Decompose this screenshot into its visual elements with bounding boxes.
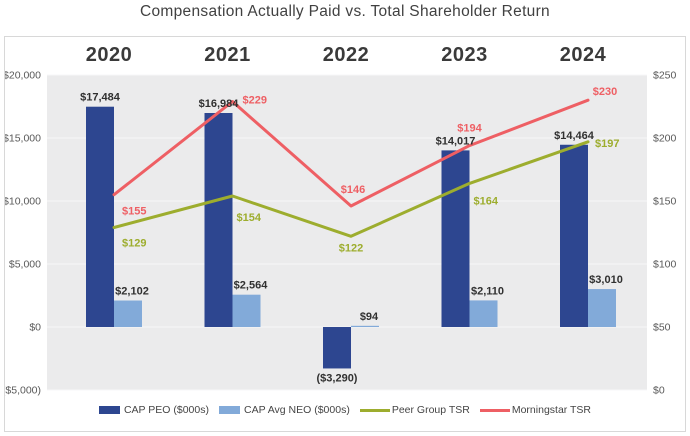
legend-label-cap-peo: CAP PEO ($000s): [123, 404, 209, 416]
tsr-line-peer-group: [112, 140, 590, 238]
axis-tick-right: $50: [653, 322, 671, 334]
bar-value-label: $16,984: [199, 98, 240, 110]
chart-svg: $20,000 $250 $15,000 $200 $10,000 $150 $5,000 $…: [5, 44, 677, 397]
axis-tick-right: $100: [653, 259, 677, 271]
bar-cap-avg-neo-2024: [588, 289, 616, 327]
tsr-point-label: $122: [339, 242, 363, 254]
legend-item-cap-avg-neo: CAP Avg NEO ($000s): [218, 404, 350, 416]
axis-tick-right: $200: [653, 133, 677, 145]
legend-swatch-cap-peo-bar: [98, 406, 120, 414]
bar-value-label: $94: [360, 311, 379, 323]
tsr-line-morningstar: [112, 98, 590, 208]
legend-label-morningstar-tsr: Morningstar TSR: [511, 404, 592, 416]
tsr-point-label: $129: [122, 237, 146, 249]
legend-item-morningstar-tsr: Morningstar TSR: [479, 404, 592, 416]
tsr-point-label: $146: [341, 184, 365, 196]
bar-value-label: ($3,290): [317, 372, 358, 384]
bar-value-label: $17,484: [80, 92, 121, 104]
axis-tick-left: $15,000: [5, 133, 41, 145]
bar-cap-peo-2024: [560, 144, 588, 327]
chart-card: $20,000 $250 $15,000 $200 $10,000 $150 $5,000 $…: [4, 36, 686, 432]
tsr-point-label: $164: [474, 195, 499, 207]
axis-tick-left: $5,000: [9, 259, 41, 271]
bar-cap-avg-neo-2023: [469, 300, 498, 327]
year-label: 2024: [560, 44, 607, 66]
bar-cap-peo-2022: [323, 327, 351, 369]
year-label: 2020: [86, 44, 133, 66]
bar-cap-peo-2023: [441, 150, 470, 327]
bar-cap-avg-neo-2021: [232, 294, 261, 327]
tsr-point-label: $229: [243, 94, 267, 106]
axis-tick-left: $20,000: [5, 70, 41, 82]
legend-swatch-cap-avg-neo-bar: [218, 406, 240, 414]
bar-cap-peo-2021: [204, 113, 233, 327]
year-label: 2023: [441, 44, 488, 66]
tsr-point-label: $197: [595, 138, 619, 150]
legend-label-cap-avg-neo: CAP Avg NEO ($000s): [243, 404, 350, 416]
bar-cap-peo-2020: [86, 106, 114, 327]
axis-tick-left: ($5,000): [5, 385, 41, 397]
legend-item-cap-peo: CAP PEO ($000s): [98, 404, 209, 416]
bar-value-label: $14,017: [436, 135, 476, 147]
legend-swatch-morningstar-line: [479, 408, 510, 412]
year-label: 2022: [323, 44, 370, 66]
axis-tick-left: $0: [29, 322, 41, 334]
bar-value-label: $14,464: [554, 130, 595, 142]
tsr-point-label: $230: [593, 86, 617, 98]
bar-value-label: $3,010: [589, 274, 623, 286]
tsr-point-label: $154: [237, 212, 262, 224]
bar-cap-avg-neo-2022: [351, 325, 379, 328]
chart-legend: CAP PEO ($000s) CAP Avg NEO ($000s) Peer…: [5, 404, 685, 416]
axis-tick-right: $0: [653, 385, 665, 397]
axis-tick-right: $250: [653, 70, 677, 82]
year-label: 2021: [204, 44, 251, 66]
axis-tick-right: $150: [653, 196, 677, 208]
bar-value-label: $2,564: [234, 280, 269, 292]
legend-label-peer-group-tsr: Peer Group TSR: [391, 404, 470, 416]
axis-tick-left: $10,000: [5, 196, 41, 208]
chart-title: Compensation Actually Paid vs. Total Sha…: [140, 3, 550, 20]
tsr-point-label: $194: [457, 123, 482, 135]
legend-swatch-peer-group-line: [359, 408, 390, 412]
bar-value-label: $2,102: [115, 286, 149, 298]
tsr-point-label: $155: [122, 206, 146, 218]
bar-cap-avg-neo-2020: [114, 300, 142, 327]
legend-item-peer-group-tsr: Peer Group TSR: [359, 404, 470, 416]
bar-value-label: $2,110: [471, 285, 504, 297]
